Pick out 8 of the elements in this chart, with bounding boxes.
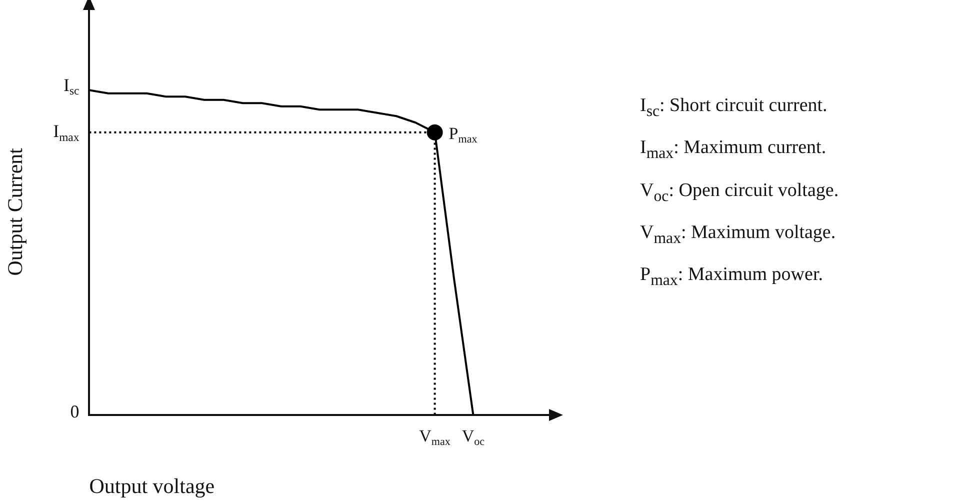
text: I$_{max}$: Maximum current. xyxy=(640,136,828,164)
text: P$_{max}$: Maximum power. xyxy=(640,263,824,291)
text: V$_{oc}$: Open circuit voltage. xyxy=(640,178,839,206)
x-axis-title: Output voltage xyxy=(89,474,215,498)
y-axis-title: Output Current xyxy=(3,148,28,276)
text: I$_{sc}$: Short circuit current. xyxy=(640,94,828,122)
text: 0 xyxy=(70,402,80,422)
text: V$_{max}$: Maximum voltage. xyxy=(640,220,837,249)
